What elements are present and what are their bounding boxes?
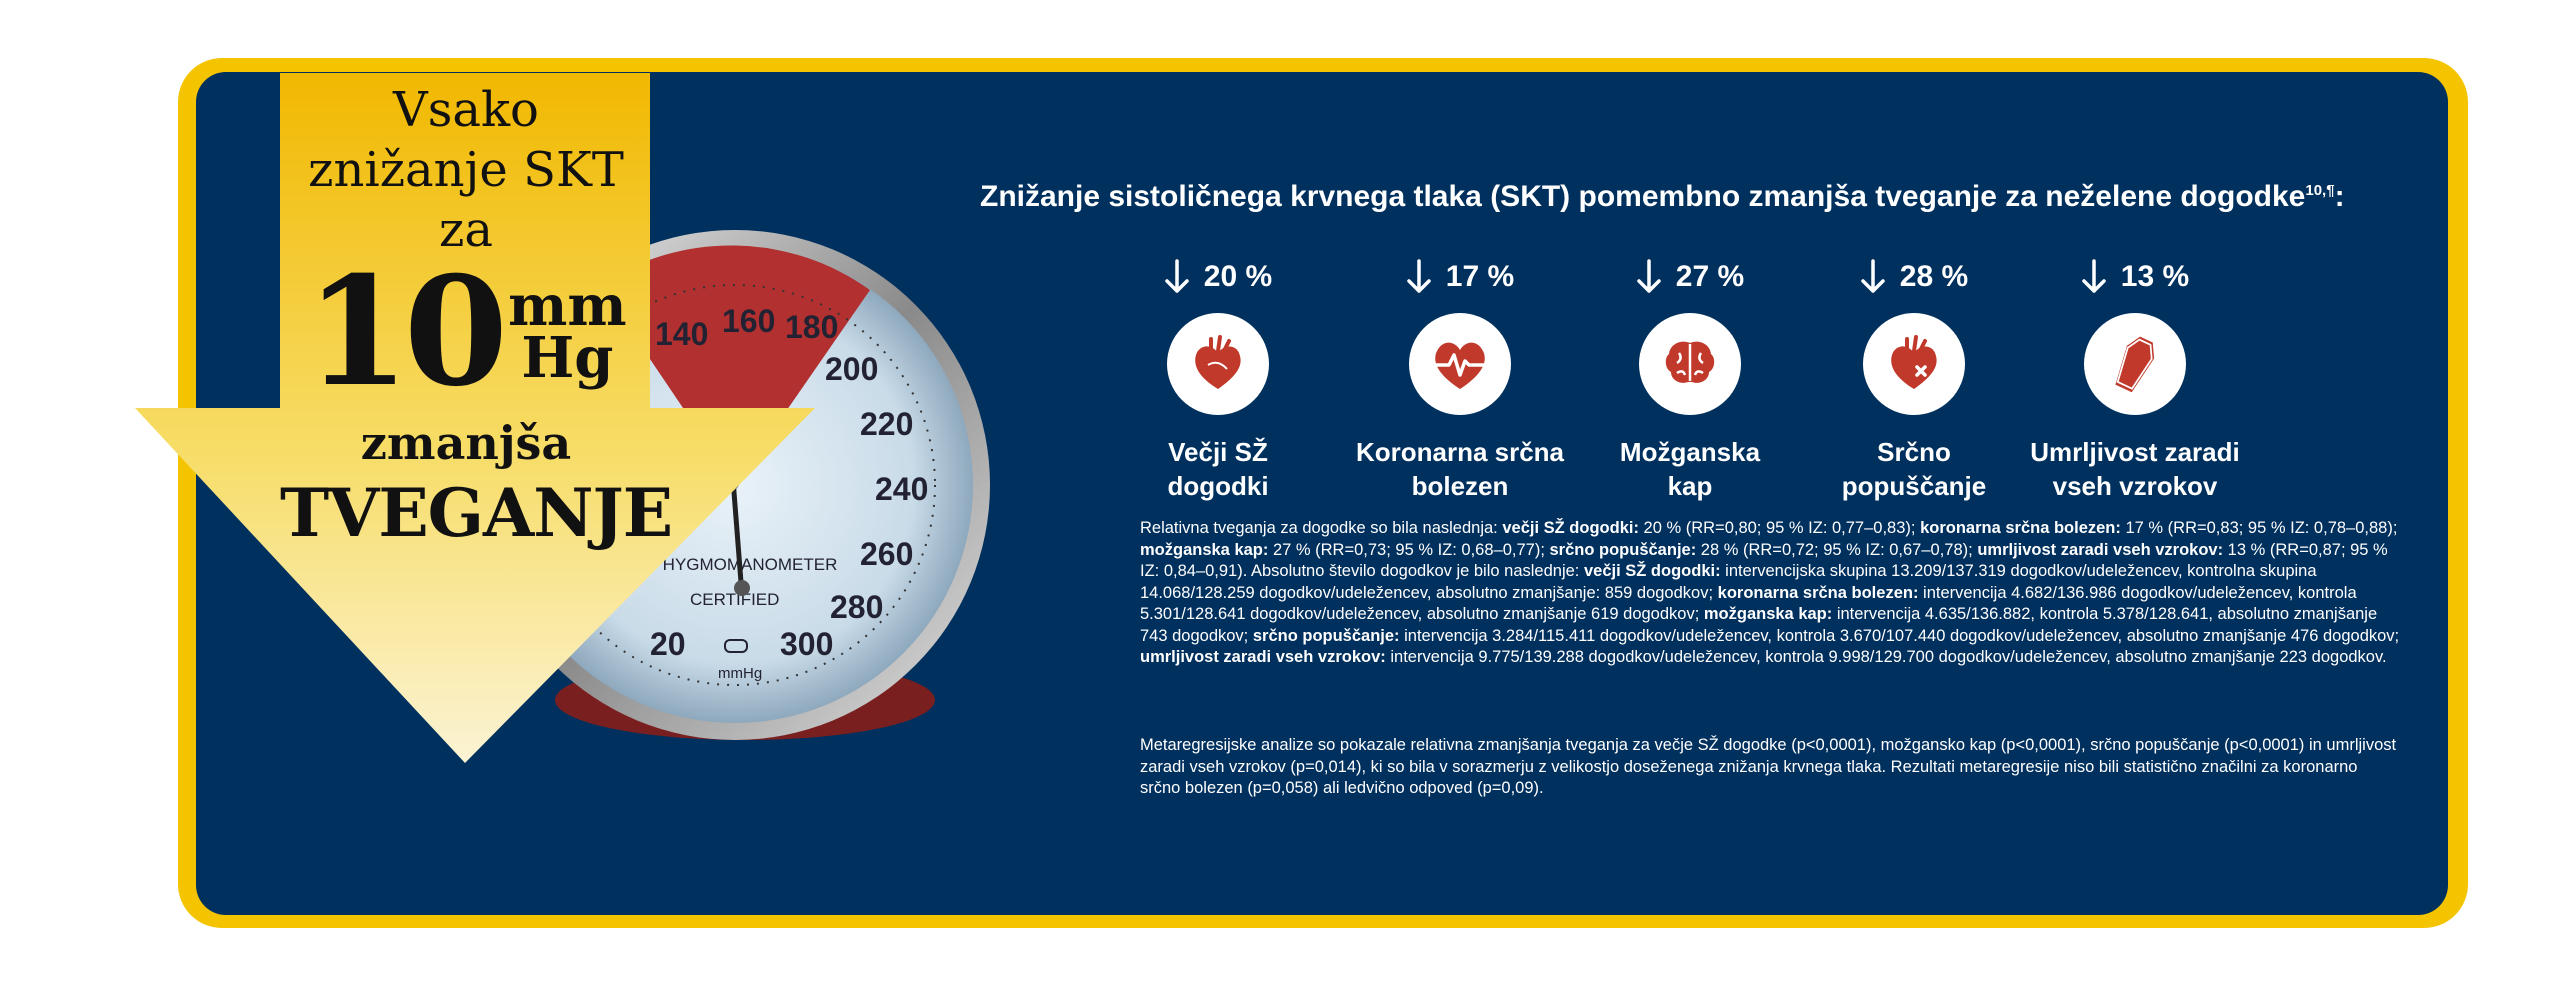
- text-run: 28 % (RR=0,72; 95 % IZ: 0,67–0,78);: [1696, 540, 1978, 559]
- gauge-unit: mmHg: [718, 665, 762, 682]
- bold-term: možganska kap:: [1703, 605, 1833, 623]
- reduction-unit: mm Hg: [508, 273, 627, 391]
- bold-term: koronarna srčna bolezen:: [1920, 519, 2121, 537]
- tick-140: 140: [655, 316, 708, 352]
- reduction-number: 10: [305, 244, 508, 420]
- heartbeat-icon: [1435, 342, 1485, 389]
- stat-heart-failure: 28 % Srčno popuščanje: [1799, 255, 2029, 503]
- stat-label-line1: Možganska: [1619, 437, 1761, 467]
- arrow-line-tveganje: TVEGANJE: [280, 474, 673, 552]
- stat-all-cause-mortality: 13 % Umrljivost zaradi vseh vzrokov: [2020, 255, 2250, 503]
- unit-hg: Hg: [521, 325, 614, 391]
- section-heading: Znižanje sistoličnega krvnega tlaka (SKT…: [980, 180, 2440, 214]
- heading-superscript: 10,¶: [2305, 182, 2335, 199]
- stat-label-line1: Večji SŽ: [1168, 437, 1268, 467]
- stat-label-line2: dogodki: [1167, 471, 1269, 501]
- stat-icon-circle: [1167, 313, 1269, 415]
- unit-mm: mm: [508, 273, 627, 339]
- coffin-icon: [2115, 336, 2155, 393]
- arrow-line-znizanje: znižanje SKT: [308, 142, 624, 198]
- text-run: 20 % (RR=0,80; 95 % IZ: 0,77–0,83);: [1638, 519, 1921, 537]
- bold-term: srčno popuščanje:: [1549, 540, 1697, 559]
- text-run: intervencijska skupina 13.209/137.319 do…: [1140, 562, 2317, 602]
- stat-icon-circle: [1639, 313, 1741, 415]
- bold-term: umrljivost zaradi vseh vzrokov:: [1977, 540, 2224, 559]
- stat-percent: 13 %: [2120, 260, 2190, 293]
- stat-percent: 28 %: [1899, 260, 1969, 293]
- bold-term: umrljivost zaradi vseh vzrokov:: [1140, 648, 1386, 666]
- tick-260: 260: [860, 536, 913, 572]
- tick-20: 20: [650, 626, 686, 662]
- down-arrow: [135, 73, 815, 763]
- stat-percent: 20 %: [1203, 260, 1273, 293]
- down-arrow-icon: [1637, 259, 1661, 293]
- arrow-line-za: za: [439, 202, 493, 258]
- relative-risk-paragraph: Relativna tveganja za dogodke so bila na…: [1140, 518, 2400, 669]
- bold-term: srčno popuščanje:: [1252, 626, 1400, 645]
- reduction-amount: 10 mm Hg: [280, 244, 652, 420]
- brain-icon: [1665, 341, 1715, 383]
- stat-label-line2: kap: [1667, 471, 1713, 501]
- stat-label-line2: bolezen: [1411, 471, 1509, 501]
- heading-colon: :: [2334, 180, 2345, 213]
- stat-major-cv-events: 20 % Večji SŽ dogodki: [1103, 255, 1333, 503]
- down-arrow-icon: [2082, 259, 2106, 293]
- down-arrow-icon: [1861, 259, 1885, 293]
- stat-icon-circle: [1863, 313, 1965, 415]
- bold-term: večji SŽ dogodki:: [1502, 519, 1639, 537]
- metaregression-paragraph: Metaregresijske analize so pokazale rela…: [1140, 736, 2397, 797]
- stat-icon-circle: [2084, 313, 2186, 415]
- bold-term: možganska kap:: [1140, 540, 1269, 559]
- tick-180: 180: [785, 309, 838, 345]
- text-run: intervencija 4.635/136.882, kontrola 5.3…: [1140, 605, 2378, 645]
- down-arrow-icon: [1165, 259, 1189, 293]
- arrow-line-zmanjsa: zmanjša: [360, 416, 572, 470]
- stat-percent: 27 %: [1675, 260, 1745, 293]
- down-arrow-icon: [1407, 259, 1431, 293]
- stat-stroke: 27 % Možganska kap: [1575, 255, 1805, 503]
- heart-icon: [1195, 335, 1241, 389]
- stat-label-line2: popuščanje: [1841, 471, 1987, 501]
- stat-label-line1: Srčno: [1877, 437, 1951, 467]
- tick-220: 220: [860, 406, 913, 442]
- tick-160: 160: [722, 303, 775, 339]
- tick-240: 240: [875, 471, 928, 507]
- text-run: intervencija 3.284/115.411 dogodkov/udel…: [1399, 626, 2400, 645]
- bold-term: večji SŽ dogodki:: [1583, 562, 1721, 580]
- arrow-text: Vsako znižanje SKT za 10 mm Hg zmanjša T…: [280, 80, 673, 552]
- broken-heart-icon: [1891, 335, 1937, 389]
- heading-text: Znižanje sistoličnega krvnega tlaka (SKT…: [980, 180, 2306, 213]
- tick-300: 300: [780, 626, 833, 662]
- text-run: 13 % (RR=0,87; 95 % IZ: 0,84–0,91). Abso…: [1140, 540, 2388, 581]
- stat-percent: 17 %: [1445, 260, 1515, 293]
- arrow-line-vsako: Vsako: [393, 82, 539, 138]
- tick-200: 200: [825, 351, 878, 387]
- stat-coronary-heart-disease: 17 % Koronarna srčna bolezen: [1345, 255, 1575, 503]
- stat-label-line1: Koronarna srčna: [1355, 437, 1565, 467]
- tick-280: 280: [830, 589, 883, 625]
- stat-label-line1: Umrljivost zaradi: [2030, 437, 2240, 467]
- text-run: intervencija 9.775/139.288 dogodkov/udel…: [1385, 648, 2387, 666]
- stat-icon-circle: [1409, 313, 1511, 415]
- text-run: 17 % (RR=0,83; 95 % IZ: 0,78–0,88);: [2120, 519, 2398, 537]
- stat-label-line2: vseh vzrokov: [2052, 471, 2218, 501]
- gauge-certified: CERTIFIED: [690, 590, 779, 609]
- text-run: 27 % (RR=0,73; 95 % IZ: 0,68–0,77);: [1268, 540, 1550, 559]
- bold-term: koronarna srčna bolezen:: [1717, 583, 1919, 602]
- text-run: intervencija 4.682/136.986 dogodkov/udel…: [1140, 583, 2357, 624]
- text-run: Relativna tveganja za dogodke so bila na…: [1140, 519, 1503, 537]
- gauge-red-zone: [600, 245, 870, 485]
